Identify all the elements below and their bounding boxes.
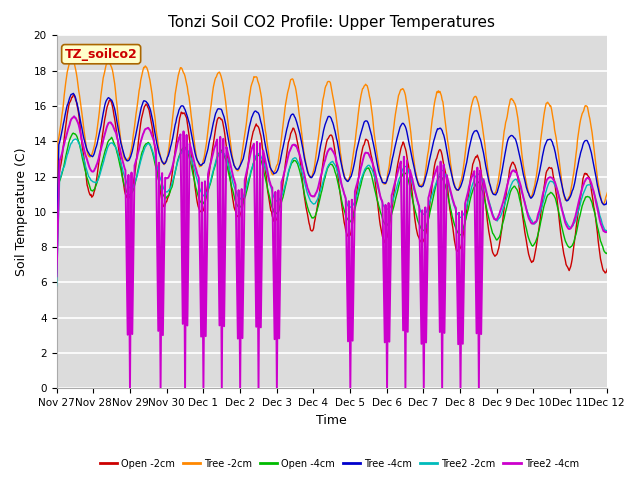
Tree -4cm [52,249,60,255]
Tree -2cm [259,109,267,115]
Title: Tonzi Soil CO2 Profile: Upper Temperatures: Tonzi Soil CO2 Profile: Upper Temperatur… [168,15,495,30]
Line: Tree2 -2cm: Tree2 -2cm [56,139,640,292]
Tree2 -2cm [230,184,238,190]
Tree2 -4cm [122,223,130,229]
Tree -2cm [52,239,60,245]
Tree -2cm [444,142,452,147]
Y-axis label: Soil Temperature (C): Soil Temperature (C) [15,147,28,276]
Tree2 -2cm [72,136,79,142]
Tree -4cm [230,162,238,168]
Line: Tree -2cm: Tree -2cm [56,60,640,279]
Open -4cm [412,208,419,214]
Line: Open -2cm: Open -2cm [56,95,640,300]
Open -2cm [122,192,130,198]
Open -2cm [259,149,267,155]
Tree -2cm [67,57,75,62]
Text: TZ_soilco2: TZ_soilco2 [65,48,138,60]
Tree2 -2cm [122,178,130,184]
Open -2cm [639,297,640,303]
Line: Tree2 -4cm: Tree2 -4cm [56,116,640,388]
Tree2 -4cm [282,162,290,168]
Tree2 -4cm [52,274,60,279]
Tree2 -2cm [52,283,60,288]
Open -4cm [70,130,77,136]
Legend: Open -2cm, Tree -2cm, Open -4cm, Tree -4cm, Tree2 -2cm, Tree2 -4cm: Open -2cm, Tree -2cm, Open -4cm, Tree -4… [96,455,582,473]
Tree2 -2cm [259,158,267,164]
Tree -4cm [444,156,452,162]
Tree -4cm [412,171,419,177]
Tree2 -2cm [412,191,419,196]
Tree2 -4cm [231,180,239,185]
Tree -2cm [412,168,419,174]
Open -4cm [259,165,267,171]
Line: Open -4cm: Open -4cm [56,133,640,300]
Tree -4cm [122,156,130,162]
Tree -2cm [122,157,130,163]
Tree2 -4cm [412,193,420,199]
Open -2cm [70,92,77,98]
Tree -4cm [70,91,77,96]
Tree2 -2cm [444,181,452,187]
X-axis label: Time: Time [316,414,347,427]
Open -4cm [230,193,238,199]
Tree -4cm [259,129,267,135]
Open -2cm [412,220,419,226]
Open -2cm [282,161,289,167]
Tree2 -4cm [126,385,134,391]
Tree -4cm [282,133,289,139]
Open -2cm [230,204,238,210]
Open -4cm [122,188,130,193]
Tree2 -4cm [70,113,78,119]
Line: Tree -4cm: Tree -4cm [56,94,640,282]
Tree2 -4cm [260,151,268,156]
Tree -2cm [282,103,289,109]
Tree -2cm [230,162,238,168]
Tree2 -4cm [445,182,453,188]
Open -4cm [282,184,289,190]
Tree2 -2cm [282,181,289,187]
Open -4cm [52,270,60,276]
Open -4cm [444,195,452,201]
Open -2cm [444,192,452,198]
Open -2cm [52,262,60,267]
